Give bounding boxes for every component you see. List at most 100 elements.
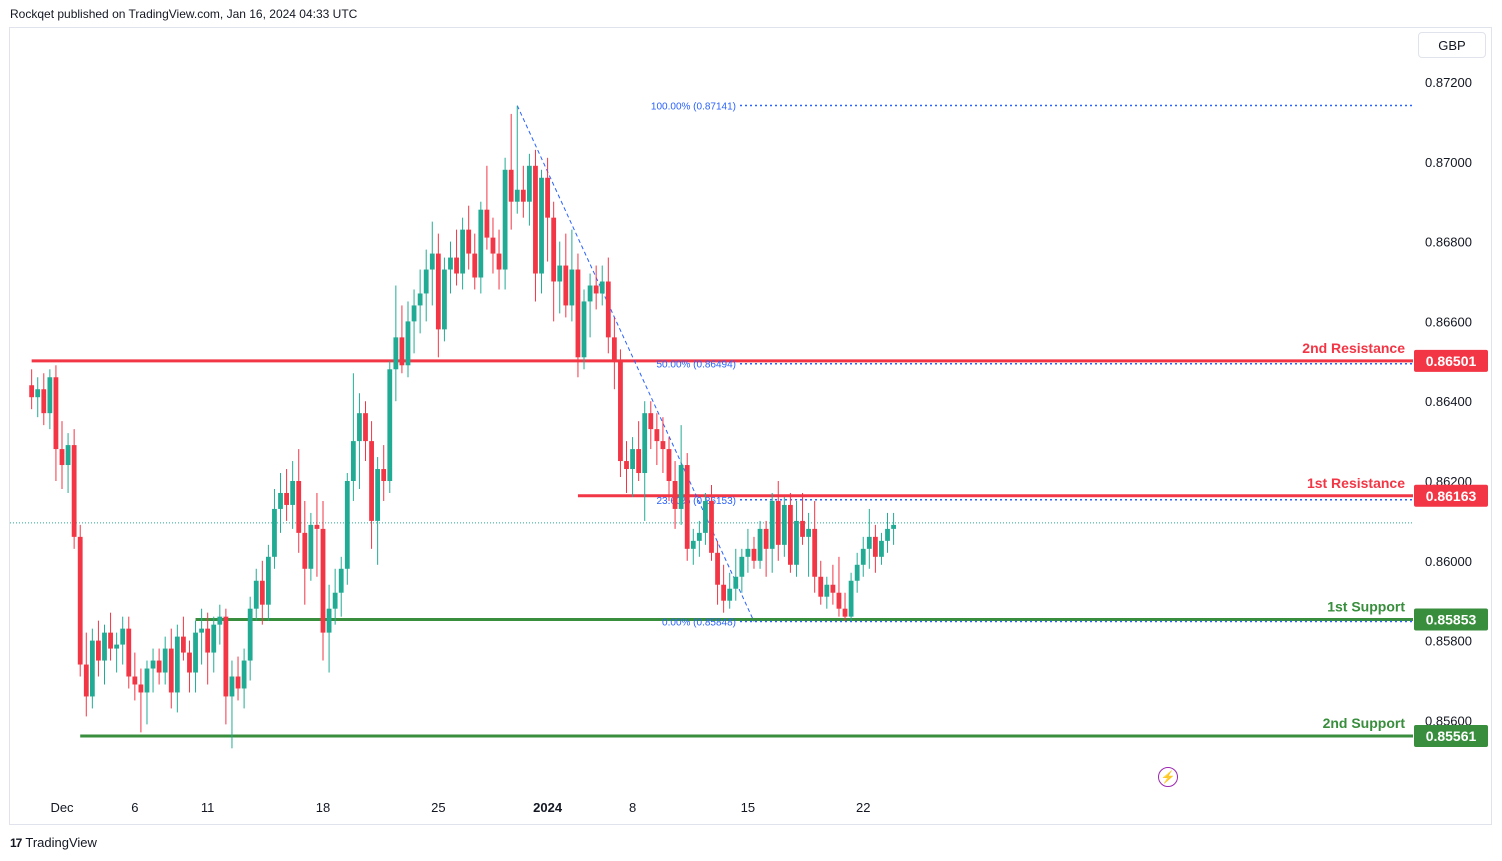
candle-body — [678, 465, 684, 509]
publisher-line: Rockqet published on TradingView.com, Ja… — [10, 7, 358, 21]
y-tick-label: 0.85600 — [1425, 713, 1472, 728]
candle-body — [423, 269, 429, 294]
level-price-tag — [1414, 349, 1488, 372]
candle-body — [593, 285, 599, 294]
candle-body — [187, 652, 192, 673]
candle-body — [199, 628, 205, 633]
candle-body — [369, 441, 374, 521]
x-tick-label: 15 — [741, 800, 755, 815]
tradingview-logo[interactable]: 17 TradingView — [10, 835, 97, 850]
level-name: 1st Support — [1327, 598, 1405, 614]
candle-body — [314, 524, 320, 529]
candle-body — [830, 584, 836, 593]
candle-body — [709, 500, 714, 553]
candle-body — [508, 169, 514, 202]
candle-body — [569, 269, 575, 306]
lightning-icon[interactable]: ⚡ — [1158, 767, 1178, 787]
candle-body — [581, 301, 587, 358]
candles — [29, 105, 896, 749]
x-tick-label: 25 — [431, 800, 445, 815]
x-tick-label: 6 — [131, 800, 138, 815]
candle-body — [533, 165, 538, 274]
candle-body — [89, 640, 95, 697]
candle-body — [630, 449, 635, 470]
candle-body — [156, 660, 162, 673]
candle-body — [29, 385, 35, 398]
candle-body — [739, 556, 745, 577]
candle-body — [526, 165, 532, 202]
candle-body — [217, 616, 223, 625]
candle-body — [332, 592, 338, 609]
candle-body — [326, 608, 332, 633]
candle-body — [502, 169, 508, 270]
candle-body — [848, 580, 854, 617]
candle-body — [860, 548, 866, 565]
candle-body — [168, 648, 174, 693]
candle-body — [126, 628, 132, 677]
candle-body — [344, 481, 350, 569]
candle-body — [71, 445, 77, 537]
candle-body — [235, 676, 241, 689]
level-price-tag — [1414, 724, 1488, 747]
level-name: 1st Resistance — [1307, 475, 1405, 491]
level-price-label: 0.85561 — [1426, 728, 1477, 744]
x-tick-label: 11 — [201, 800, 215, 815]
candle-body — [721, 584, 727, 601]
candle-body — [284, 492, 289, 505]
candle-body — [454, 257, 459, 274]
fib-level-label: 100.00% (0.87141) — [651, 102, 736, 113]
candle-body — [278, 492, 283, 509]
candle-body — [891, 524, 896, 529]
candle-body — [399, 337, 405, 366]
candle-body — [466, 229, 472, 254]
candle-body — [514, 189, 520, 202]
candle-body — [781, 504, 787, 545]
x-tick-label: 22 — [856, 800, 870, 815]
y-tick-label: 0.86000 — [1425, 554, 1472, 569]
candle-body — [800, 520, 805, 537]
candle-body — [77, 536, 83, 665]
candle-body — [672, 481, 678, 509]
candle-body — [690, 540, 696, 549]
currency-selector[interactable]: GBP — [1418, 32, 1486, 58]
candle-body — [96, 640, 101, 661]
level-name: 2nd Resistance — [1302, 340, 1405, 356]
candle-body — [551, 217, 557, 282]
candle-body — [387, 369, 393, 481]
candle-body — [59, 449, 65, 466]
y-tick-label: 0.86800 — [1425, 235, 1472, 250]
candle-body — [636, 449, 642, 474]
candle-body — [539, 177, 544, 274]
candle-body — [557, 265, 563, 282]
candle-body — [836, 592, 842, 609]
candle-body — [660, 441, 666, 450]
chart-frame — [9, 27, 1492, 825]
candle-body — [363, 413, 368, 442]
candle-body — [733, 576, 739, 589]
candle-body — [144, 668, 150, 693]
candle-body — [812, 528, 818, 577]
candle-body — [120, 628, 126, 645]
candle-body — [496, 253, 502, 270]
candle-body — [775, 500, 781, 545]
candle-body — [247, 608, 253, 661]
candle-body — [545, 177, 550, 218]
candle-body — [114, 644, 120, 649]
candle-body — [824, 584, 830, 597]
level-tags: 0.86501 0.86163 0.85853 0.85561 — [1414, 349, 1488, 747]
candle-body — [854, 564, 860, 581]
candle-body — [872, 536, 878, 557]
y-tick-label: 0.87200 — [1425, 75, 1472, 90]
x-tick-label: 2024 — [533, 800, 563, 815]
candle-body — [763, 528, 769, 549]
candle-body — [229, 676, 235, 697]
candle-body — [866, 536, 872, 549]
candle-body — [605, 281, 611, 338]
candle-body — [108, 632, 113, 649]
candle-body — [272, 508, 277, 557]
candle-body — [265, 556, 271, 605]
candle-body — [417, 293, 423, 306]
candle-body — [794, 520, 799, 565]
candle-body — [757, 528, 763, 561]
